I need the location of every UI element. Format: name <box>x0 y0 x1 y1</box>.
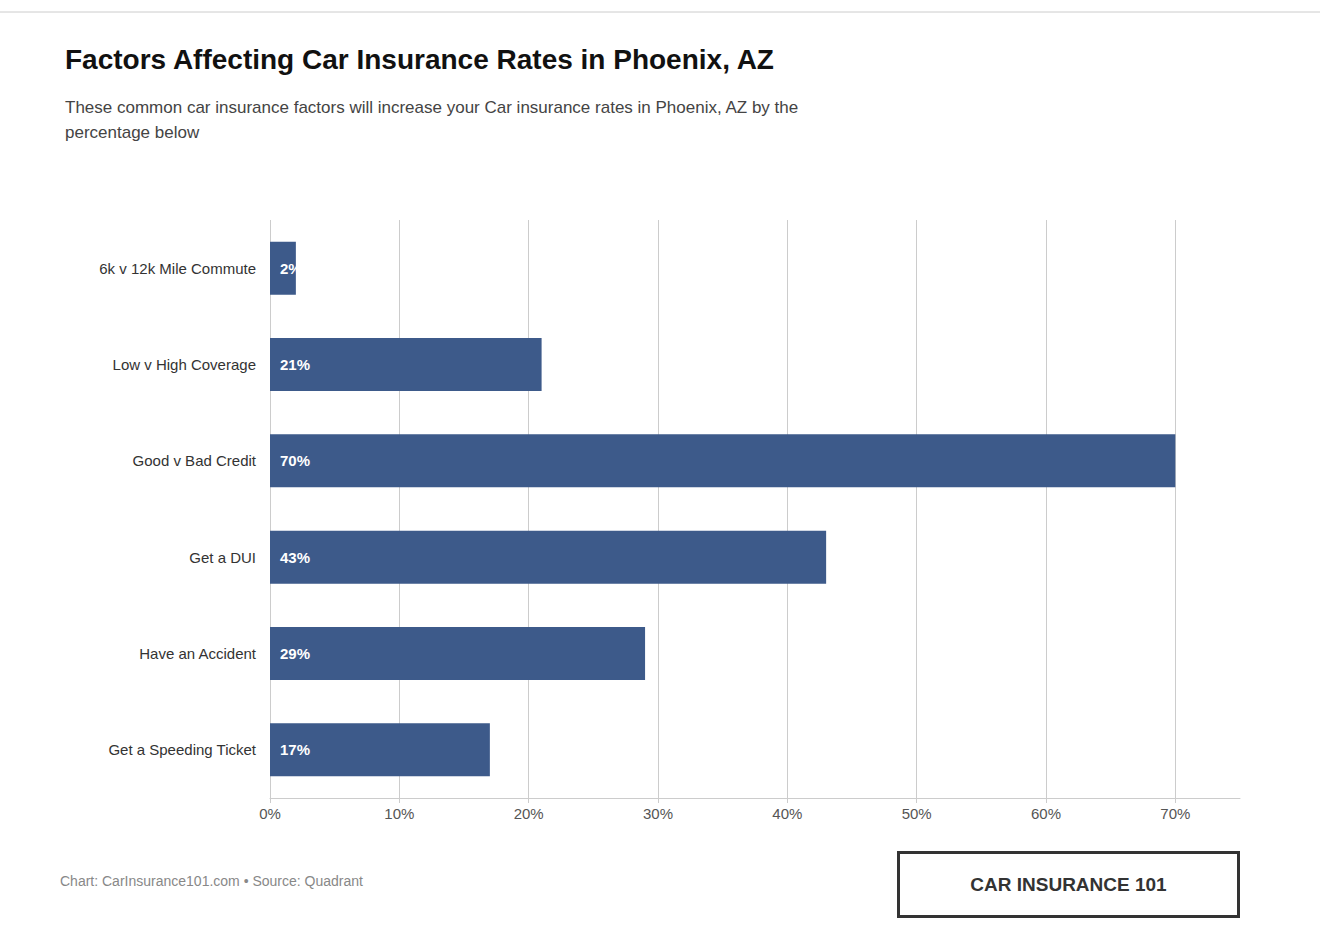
svg-text:0%: 0% <box>259 805 281 822</box>
svg-text:50%: 50% <box>902 805 932 822</box>
svg-text:40%: 40% <box>772 805 802 822</box>
svg-text:Get a DUI: Get a DUI <box>189 549 256 566</box>
svg-text:43%: 43% <box>280 549 310 566</box>
svg-text:2%: 2% <box>280 260 302 277</box>
svg-text:CAR INSURANCE 101: CAR INSURANCE 101 <box>970 874 1167 895</box>
svg-text:30%: 30% <box>643 805 673 822</box>
svg-text:Chart: CarInsurance101.com • S: Chart: CarInsurance101.com • Source: Qua… <box>60 873 363 889</box>
svg-text:Low v High Coverage: Low v High Coverage <box>113 356 256 373</box>
svg-text:Good v Bad Credit: Good v Bad Credit <box>133 452 257 469</box>
svg-text:Get a Speeding Ticket: Get a Speeding Ticket <box>108 741 256 758</box>
svg-text:60%: 60% <box>1031 805 1061 822</box>
svg-text:17%: 17% <box>280 741 310 758</box>
svg-text:Have an Accident: Have an Accident <box>139 645 257 662</box>
svg-text:21%: 21% <box>280 356 310 373</box>
svg-text:70%: 70% <box>280 452 310 469</box>
svg-text:6k v 12k Mile Commute: 6k v 12k Mile Commute <box>99 260 256 277</box>
svg-text:Factors Affecting Car Insuranc: Factors Affecting Car Insurance Rates in… <box>65 44 774 75</box>
svg-text:29%: 29% <box>280 645 310 662</box>
svg-text:70%: 70% <box>1160 805 1190 822</box>
svg-text:20%: 20% <box>514 805 544 822</box>
svg-text:10%: 10% <box>384 805 414 822</box>
svg-text:percentage below: percentage below <box>65 123 200 142</box>
svg-text:These common car insurance fac: These common car insurance factors will … <box>65 98 798 117</box>
